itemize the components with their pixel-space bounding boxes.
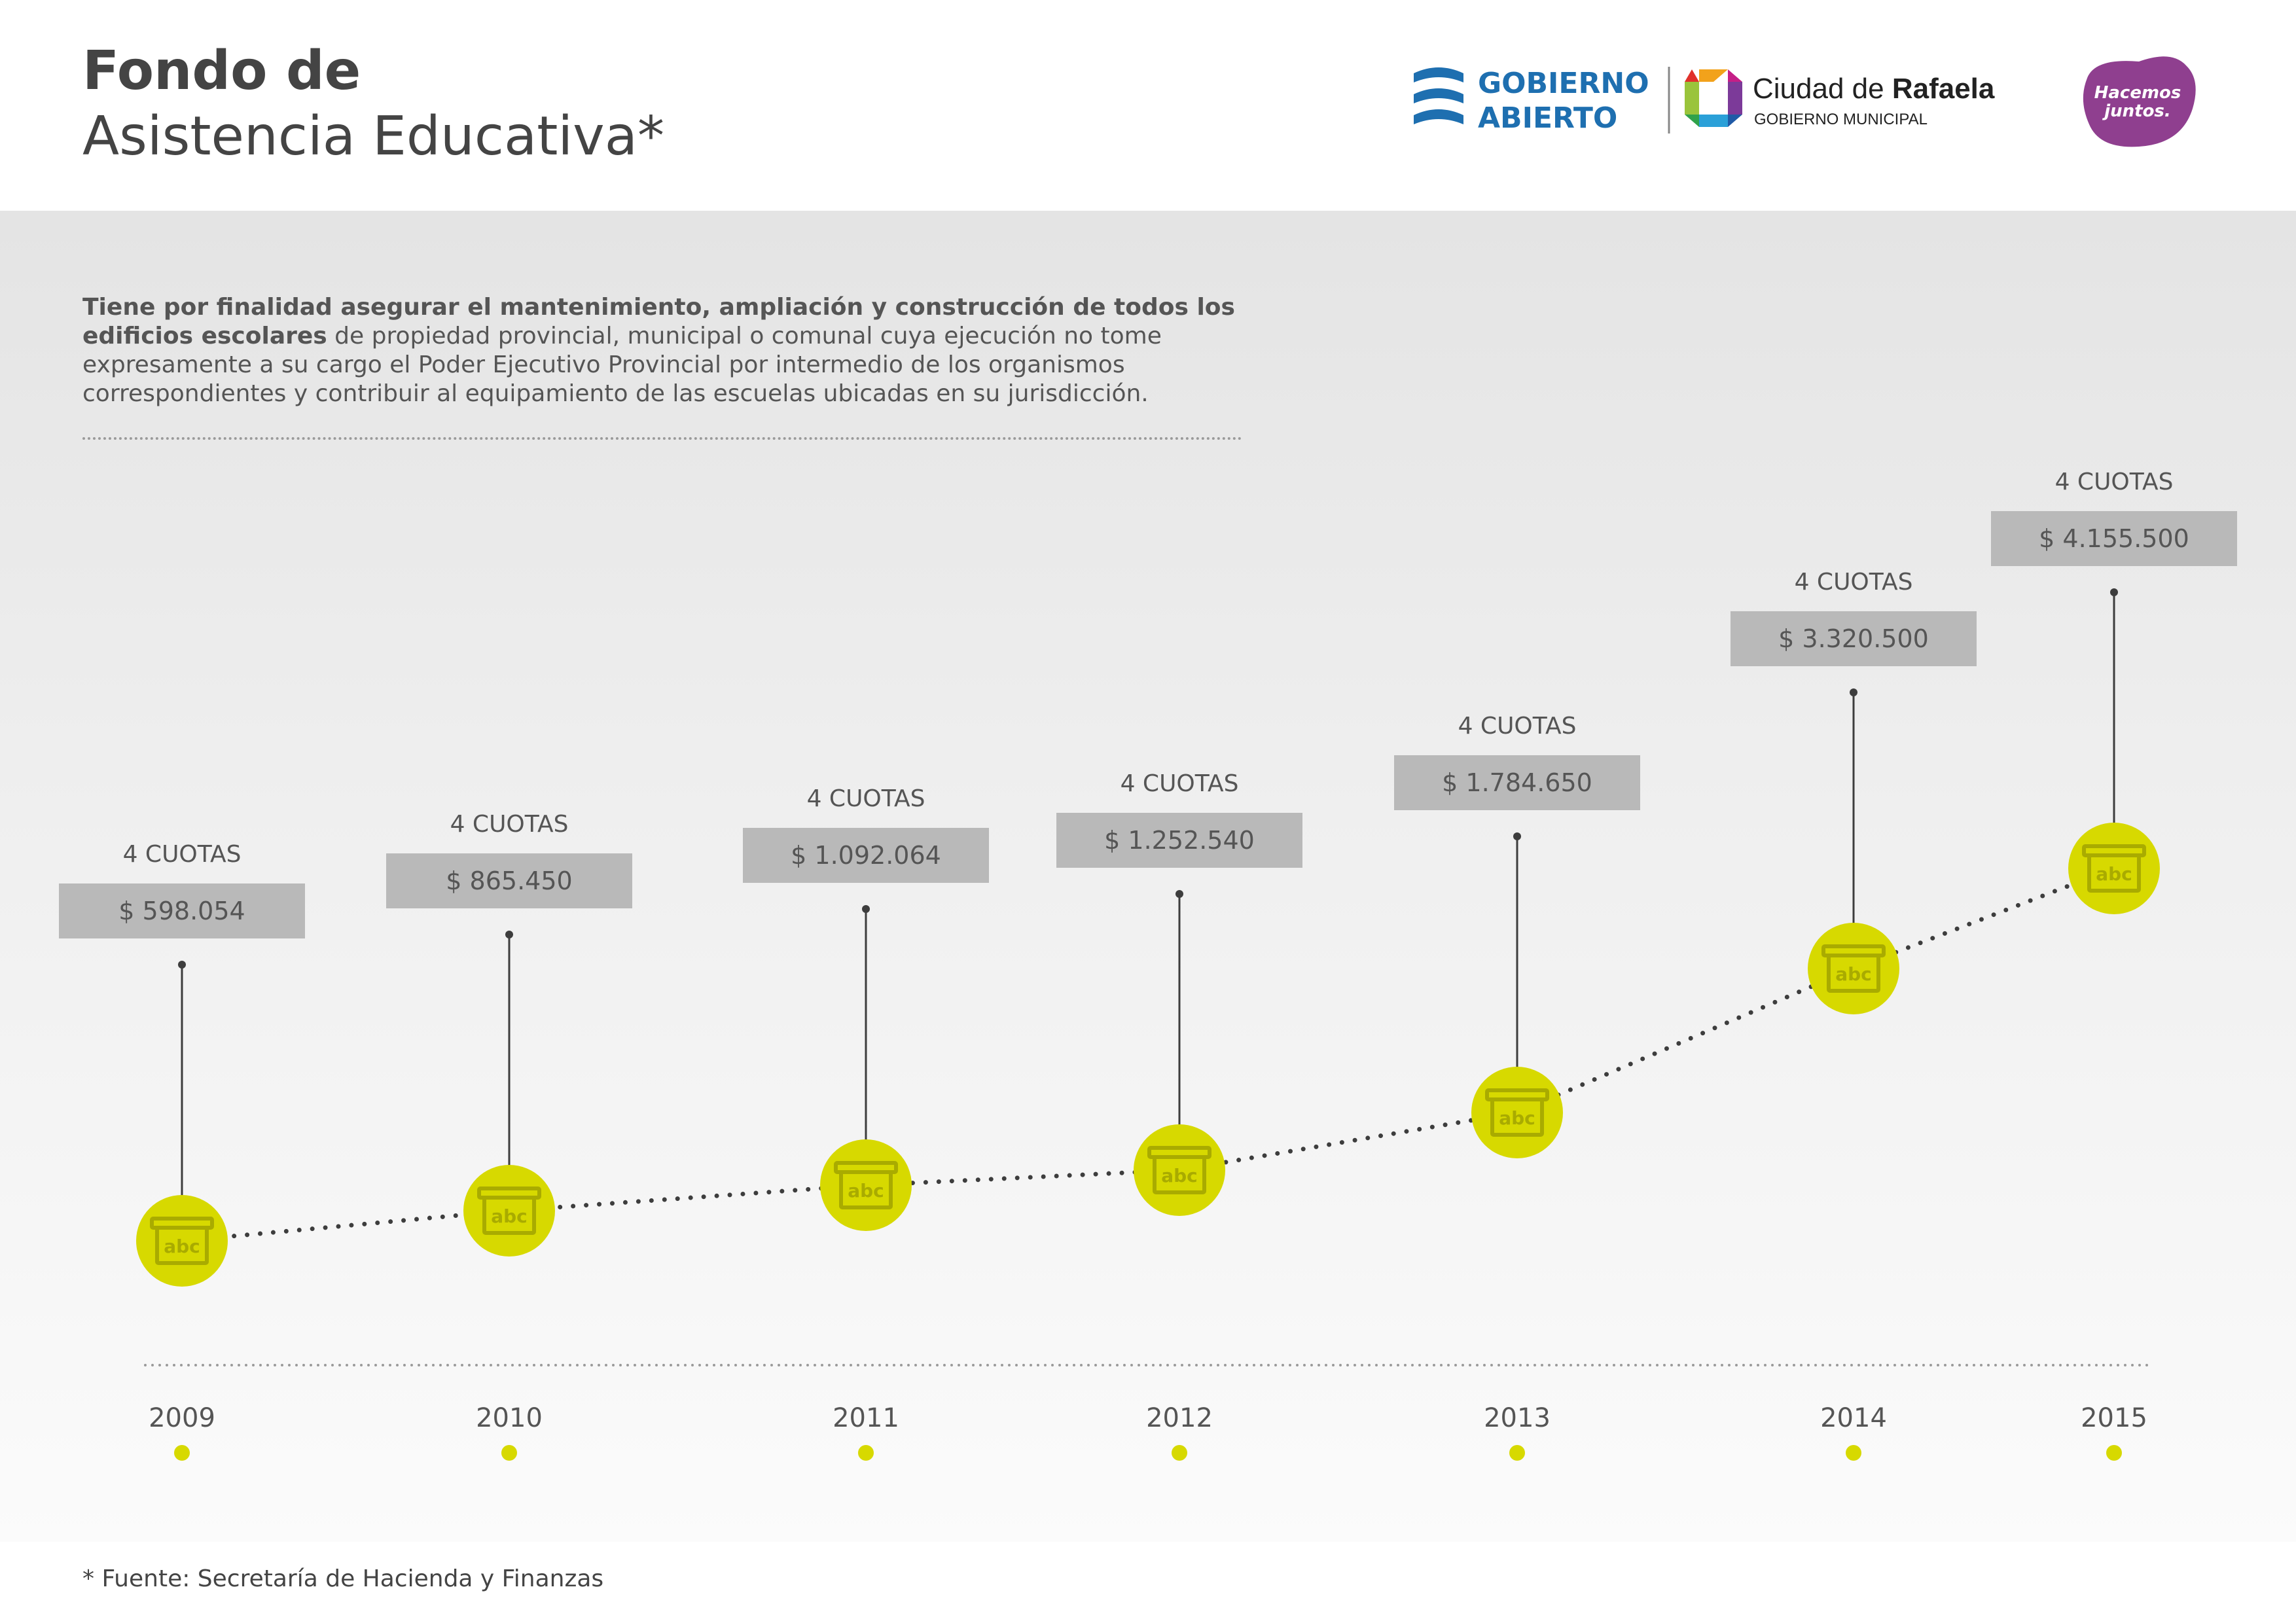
year-dot [501, 1445, 517, 1461]
rafaela-mark-icon [1685, 69, 1742, 127]
x-tick-label: 2011 [833, 1403, 899, 1433]
icon-body [1490, 1097, 1544, 1137]
stem-dot [862, 905, 870, 913]
value-box [59, 883, 305, 938]
installments-label: 4 CUOTAS [2055, 469, 2174, 495]
installments-label: 4 CUOTAS [807, 785, 925, 812]
installments-label: 4 CUOTAS [123, 841, 242, 868]
school-box-icon [1485, 1088, 1549, 1137]
icon-body [1827, 954, 1880, 993]
year-dot [1846, 1445, 1861, 1461]
school-box-icon [1147, 1146, 1211, 1194]
installments-label: 4 CUOTAS [1121, 770, 1239, 797]
school-box-icon [2082, 844, 2146, 893]
year-dot [1172, 1445, 1187, 1461]
icon-abc-label: abc [1499, 1107, 1535, 1129]
stem-dot [178, 961, 186, 969]
rafaela-logo: Ciudad de Rafaela GOBIERNO MUNICIPAL [1685, 69, 1995, 128]
header: Fondo de Asistencia Educativa* GOBIERNO … [0, 0, 2296, 211]
value-label: $ 865.450 [446, 866, 572, 895]
gobierno-abierto-logo: GOBIERNO ABIERTO [1414, 67, 1649, 135]
hacemos-juntos-logo: Hacemos juntos. [2083, 56, 2196, 147]
gobierno-abierto-line2: ABIERTO [1478, 101, 1617, 135]
stem-dot [1175, 890, 1183, 898]
description-bold: Tiene por finalidad asegurar el mantenim… [82, 294, 1235, 349]
svg-text:Ciudad de Rafaela: Ciudad de Rafaela [1753, 73, 1995, 105]
hacemos-juntos-blob-icon [2083, 56, 2196, 147]
icon-body [1153, 1155, 1206, 1194]
ciudad-prefix: Ciudad de [1753, 73, 1892, 105]
icon-body [155, 1226, 209, 1265]
hacemos-line2: juntos. [2102, 101, 2171, 121]
logos: GOBIERNO ABIERTO Ciudad de Rafaela GOBIE… [1414, 56, 2196, 147]
icon-abc-label: abc [1161, 1165, 1198, 1186]
value-label: $ 1.252.540 [1104, 826, 1255, 855]
value-label: $ 1.092.064 [791, 841, 941, 870]
x-tick-label: 2013 [1484, 1403, 1551, 1433]
stem-dot [505, 931, 513, 938]
description-rest: de propiedad provincial, municipal o com… [82, 323, 1162, 407]
icon-abc-label: abc [164, 1236, 200, 1257]
description: Tiene por finalidad asegurar el mantenim… [82, 293, 1326, 408]
value-label: $ 4.155.500 [2039, 524, 2189, 553]
value-box [386, 853, 632, 908]
description-divider [82, 437, 1242, 440]
ciudad-name: Rafaela [1892, 73, 1995, 105]
x-tick-label: 2014 [1820, 1403, 1887, 1433]
ciudad-sub: GOBIERNO MUNICIPAL [1754, 111, 1928, 128]
value-label: $ 1.784.650 [1442, 768, 1592, 797]
x-tick-label: 2015 [2081, 1403, 2147, 1433]
icon-abc-label: abc [2096, 863, 2132, 885]
data-point-2011: $ 1.092.064 4 CUOTAS abc 2011 [743, 785, 989, 1461]
school-box-icon [834, 1161, 898, 1209]
data-point-2012: $ 1.252.540 4 CUOTAS abc 2012 [1056, 770, 1302, 1461]
data-point-2009: $ 598.054 4 CUOTAS abc 2009 [59, 841, 305, 1461]
installments-label: 4 CUOTAS [1795, 569, 1913, 596]
source-footnote: * Fuente: Secretaría de Hacienda y Finan… [82, 1565, 604, 1592]
stem-dot [1850, 688, 1857, 696]
school-box-icon [150, 1217, 214, 1265]
stem-dot [1513, 832, 1521, 840]
value-box [1056, 813, 1302, 868]
chart-panel [0, 211, 2296, 1542]
value-box [1991, 511, 2237, 566]
icon-body [2087, 853, 2141, 893]
icon-body [482, 1196, 536, 1235]
gobierno-abierto-mark-icon [1414, 67, 1463, 124]
school-box-icon [477, 1186, 541, 1235]
year-dot [858, 1445, 874, 1461]
page-title-line2: Asistencia Educativa* [82, 105, 664, 168]
data-point-2013: $ 1.784.650 4 CUOTAS abc 2013 [1394, 713, 1640, 1461]
value-box [1731, 611, 1977, 666]
icon-body [839, 1170, 893, 1209]
value-label: $ 3.320.500 [1778, 624, 1929, 653]
hacemos-line1: Hacemos [2094, 83, 2181, 103]
data-point-2014: $ 3.320.500 4 CUOTAS abc 2014 [1731, 569, 1977, 1461]
data-point-2015: $ 4.155.500 4 CUOTAS abc 2015 [1991, 469, 2237, 1461]
school-box-icon [1821, 944, 1886, 993]
value-label: $ 598.054 [118, 897, 245, 925]
installments-label: 4 CUOTAS [450, 811, 569, 838]
x-tick-label: 2010 [476, 1403, 543, 1433]
stem-dot [2110, 588, 2118, 596]
year-dot [2106, 1445, 2122, 1461]
icon-abc-label: abc [491, 1205, 528, 1227]
year-dot [174, 1445, 190, 1461]
value-box [1394, 755, 1640, 810]
data-point-2010: $ 865.450 4 CUOTAS abc 2010 [386, 811, 632, 1461]
x-tick-label: 2009 [149, 1403, 215, 1433]
x-tick-label: 2012 [1146, 1403, 1213, 1433]
icon-abc-label: abc [848, 1180, 884, 1202]
installments-label: 4 CUOTAS [1458, 713, 1577, 740]
icon-abc-label: abc [1835, 963, 1872, 985]
page-title-line1: Fondo de [82, 40, 361, 102]
value-box [743, 828, 989, 883]
year-dot [1509, 1445, 1525, 1461]
gobierno-abierto-line1: GOBIERNO [1478, 67, 1649, 100]
